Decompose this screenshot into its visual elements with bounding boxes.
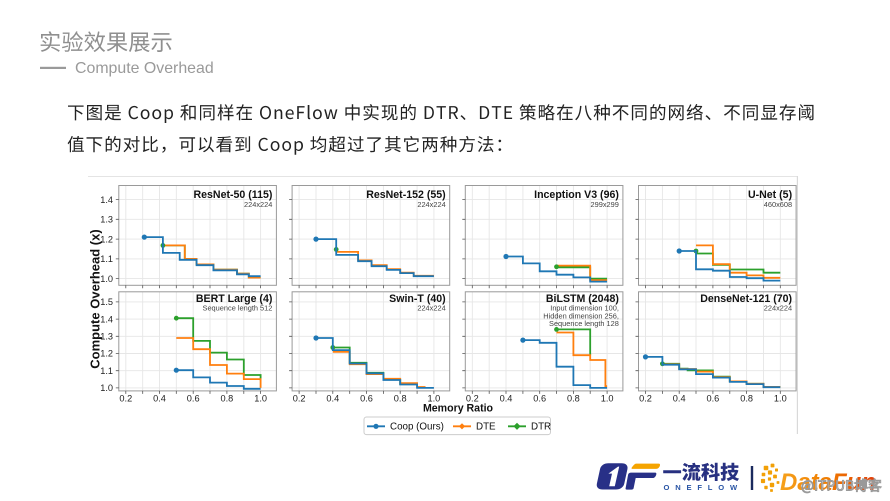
svg-text:Sequence length 128: Sequence length 128 [549,319,619,328]
svg-text:1.2: 1.2 [100,349,113,359]
svg-text:0.6: 0.6 [187,394,200,404]
svg-text:0.4: 0.4 [153,394,166,404]
svg-text:DTE: DTE [476,422,496,433]
svg-text:1.0: 1.0 [100,274,113,284]
svg-text:Memory Ratio: Memory Ratio [423,403,494,415]
svg-text:1.5: 1.5 [100,297,113,307]
svg-text:Inception V3 (96): Inception V3 (96) [534,189,619,201]
svg-text:BERT Large (4): BERT Large (4) [196,293,273,305]
svg-text:0.4: 0.4 [673,394,686,404]
svg-text:0.4: 0.4 [500,394,513,404]
svg-text:Swin-T (40): Swin-T (40) [389,293,446,305]
svg-text:0.2: 0.2 [293,394,306,404]
svg-text:224x224: 224x224 [417,303,445,312]
svg-text:0.2: 0.2 [639,394,652,404]
svg-text:460x608: 460x608 [764,200,792,209]
svg-text:1.1: 1.1 [100,254,113,264]
svg-text:ResNet-50 (115): ResNet-50 (115) [193,189,272,201]
svg-text:1.4: 1.4 [100,195,113,205]
svg-text:ResNet-152 (55): ResNet-152 (55) [366,189,446,201]
svg-text:Compute Overhead (x): Compute Overhead (x) [88,229,103,368]
svg-text:1.0: 1.0 [601,394,614,404]
svg-text:1.0: 1.0 [100,383,113,393]
svg-text:0.8: 0.8 [394,394,407,404]
svg-text:0.6: 0.6 [533,394,546,404]
svg-text:0.8: 0.8 [740,394,753,404]
svg-text:BiLSTM (2048): BiLSTM (2048) [546,293,619,305]
svg-text:224x224: 224x224 [764,303,792,312]
svg-text:224x224: 224x224 [417,200,445,209]
svg-text:1.4: 1.4 [100,314,113,324]
svg-text:299x299: 299x299 [591,200,619,209]
svg-text:224x224: 224x224 [244,200,272,209]
svg-text:0.6: 0.6 [707,394,720,404]
svg-text:1.1: 1.1 [100,366,113,376]
svg-text:U-Net (5): U-Net (5) [748,189,792,201]
svg-text:1.0: 1.0 [254,394,267,404]
svg-text:1.3: 1.3 [100,215,113,225]
svg-text:0.4: 0.4 [326,394,339,404]
svg-text:1.2: 1.2 [100,234,113,244]
svg-text:Coop (Ours): Coop (Ours) [390,422,444,433]
svg-text:Sequence length 512: Sequence length 512 [203,303,273,312]
svg-text:DTR: DTR [531,422,551,433]
svg-text:DenseNet-121 (70): DenseNet-121 (70) [700,293,792,305]
svg-text:0.8: 0.8 [221,394,234,404]
svg-text:1.0: 1.0 [774,394,787,404]
svg-text:ONEFLOW: ONEFLOW [664,483,743,492]
svg-text:Compute Overhead: Compute Overhead [75,60,214,77]
svg-text:Input dimension 100,: Input dimension 100, [550,303,619,312]
svg-text:0.2: 0.2 [466,394,479,404]
svg-text:1.3: 1.3 [100,332,113,342]
svg-text:1.0: 1.0 [428,394,441,404]
svg-text:0.8: 0.8 [567,394,580,404]
svg-text:0.2: 0.2 [119,394,132,404]
svg-text:Hidden dimension 256,: Hidden dimension 256, [543,311,619,320]
svg-text:0.6: 0.6 [360,394,373,404]
